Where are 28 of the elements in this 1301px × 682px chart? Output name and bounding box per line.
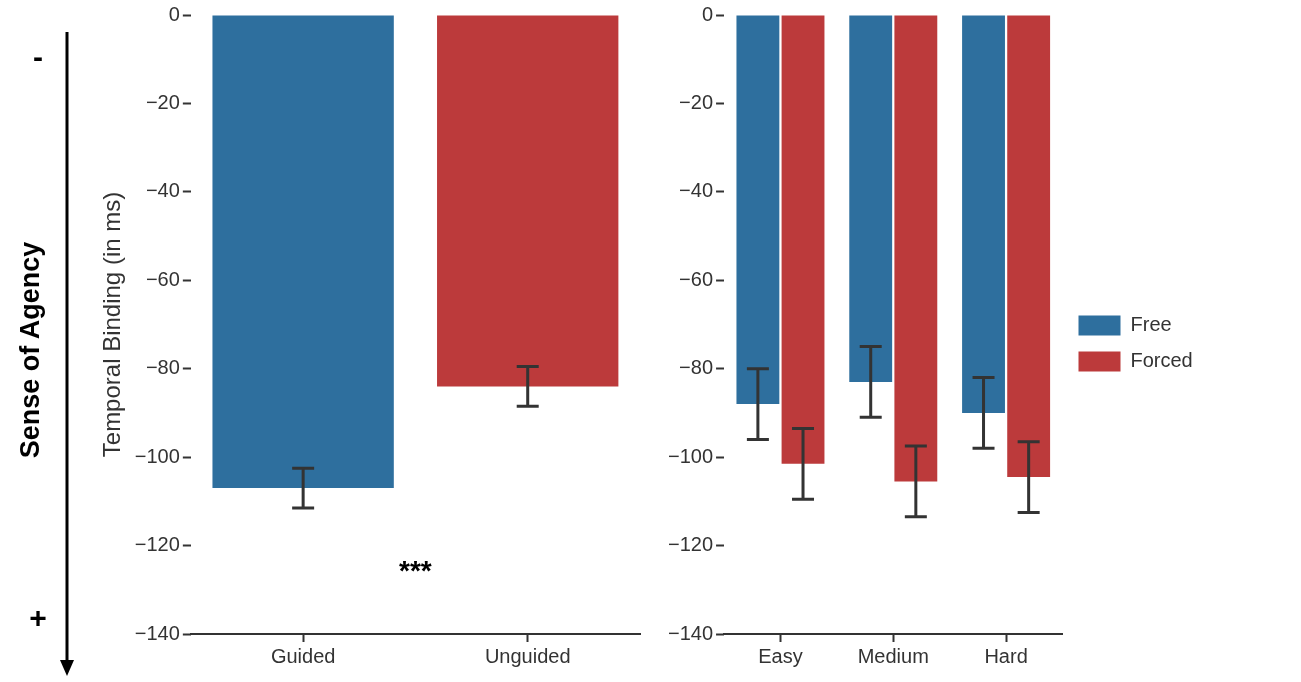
y-tick-label: −140 (667, 621, 714, 644)
x-tick-label: Hard (984, 644, 1028, 667)
y-tick-label: −100 (667, 444, 714, 467)
y-tick-label: −60 (145, 267, 180, 290)
y-tick-label: −60 (679, 267, 714, 290)
y-tick-label: −80 (145, 356, 180, 379)
y-tick-label: 0 (168, 2, 180, 25)
y-tick-label: −20 (145, 90, 180, 113)
x-tick-label: Medium (857, 644, 929, 667)
y-tick-label: −80 (679, 356, 714, 379)
y-tick-label: −40 (145, 179, 180, 202)
x-tick-label: Guided (270, 644, 336, 667)
x-tick-label: Unguided (484, 644, 571, 667)
y-tick-label: −120 (667, 533, 714, 556)
y-tick-label: −100 (134, 444, 180, 467)
y-tick-label: 0 (701, 2, 714, 25)
y-tick-label: −120 (134, 533, 180, 556)
y-tick-label: −140 (134, 621, 180, 644)
text: Sense of Agency (14, 241, 46, 459)
legend-label: Free (1130, 313, 1172, 336)
text: - (33, 40, 43, 74)
annotation: *** (399, 554, 432, 586)
y-axis-title: Temporal Binding (in ms) (98, 191, 126, 458)
x-tick-label: Easy (758, 644, 803, 667)
y-tick-label: −20 (679, 90, 714, 113)
legend-label: Forced (1130, 349, 1193, 372)
y-tick-label: −40 (679, 179, 714, 202)
text: + (29, 601, 47, 635)
